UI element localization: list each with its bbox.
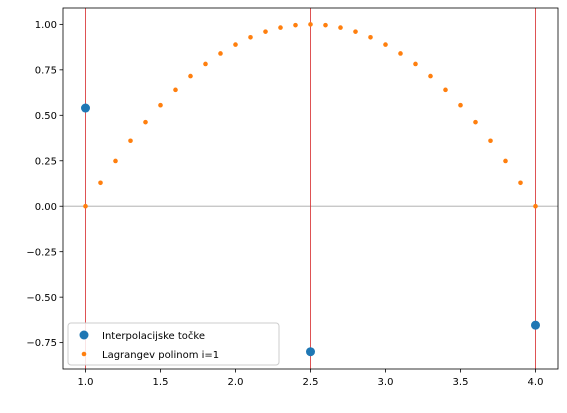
polynomial-point xyxy=(278,25,283,30)
axes-layer: 1.0 1.5 2.0 2.5 3.0 3.5 4.0 1.00 0.75 0.50 0.25 0.0… xyxy=(26,20,543,388)
interpolation-point xyxy=(531,320,540,330)
reference-lines xyxy=(63,8,558,369)
legend-label: Lagrangev polinom i=1 xyxy=(102,350,219,361)
polynomial-point xyxy=(188,73,193,79)
legend-marker xyxy=(79,330,89,340)
x-tick-label: 2.0 xyxy=(228,377,244,388)
polynomial-point xyxy=(338,25,343,30)
x-tick-label: 3.0 xyxy=(378,377,394,388)
x-tick-label: 2.5 xyxy=(303,377,319,388)
polynomial-point xyxy=(443,87,448,93)
polynomial-point xyxy=(158,102,163,108)
interpolation-point xyxy=(81,103,90,113)
y-tick-label: 0.25 xyxy=(35,156,57,167)
y-tick-label: 0.50 xyxy=(35,111,57,122)
polynomial-point xyxy=(113,158,118,164)
y-tick-label: −0.50 xyxy=(26,293,57,304)
polynomial-point xyxy=(533,203,538,209)
polynomial-point xyxy=(98,180,103,186)
x-tick-label: 4.0 xyxy=(528,377,544,388)
polynomial-point xyxy=(383,42,388,47)
polynomial-point xyxy=(368,34,373,40)
polynomial-point xyxy=(248,34,253,40)
interpolation-point xyxy=(306,347,315,357)
y-tick-label: 0.75 xyxy=(35,65,57,76)
x-tick-label: 3.5 xyxy=(453,377,469,388)
polynomial-point xyxy=(413,61,418,67)
polynomial-point xyxy=(143,119,148,125)
polynomial-point xyxy=(488,138,493,144)
x-tick-label: 1.5 xyxy=(153,377,169,388)
polynomial-point xyxy=(518,180,523,186)
polynomial-point xyxy=(293,22,298,28)
polynomial-point xyxy=(458,102,463,108)
polynomial-point xyxy=(323,22,328,28)
polynomial-point xyxy=(398,51,403,56)
legend-label: Interpolacijske točke xyxy=(102,330,205,342)
x-tick-label: 1.0 xyxy=(78,377,94,388)
polynomial-point xyxy=(83,203,88,209)
polynomial-point xyxy=(218,51,223,56)
series-layer xyxy=(81,22,540,357)
y-tick-label: −0.25 xyxy=(26,247,57,258)
polynomial-point xyxy=(233,42,238,47)
polynomial-point xyxy=(173,87,178,93)
polynomial-point xyxy=(503,158,508,164)
y-tick-label: −0.75 xyxy=(26,338,57,349)
polynomial-point xyxy=(128,138,133,144)
polynomial-point xyxy=(308,22,313,27)
polynomial-point xyxy=(203,61,208,67)
polynomial-point xyxy=(473,119,478,125)
y-tick-label: 1.00 xyxy=(35,20,57,31)
polynomial-point xyxy=(263,29,268,34)
legend-marker xyxy=(81,351,87,357)
polynomial-point xyxy=(353,29,358,34)
polynomial-point xyxy=(428,73,433,79)
y-tick-label: 0.00 xyxy=(35,202,57,213)
legend-box xyxy=(67,322,280,366)
legend: Interpolacijske točke Lagrangev polinom i… xyxy=(67,322,280,366)
